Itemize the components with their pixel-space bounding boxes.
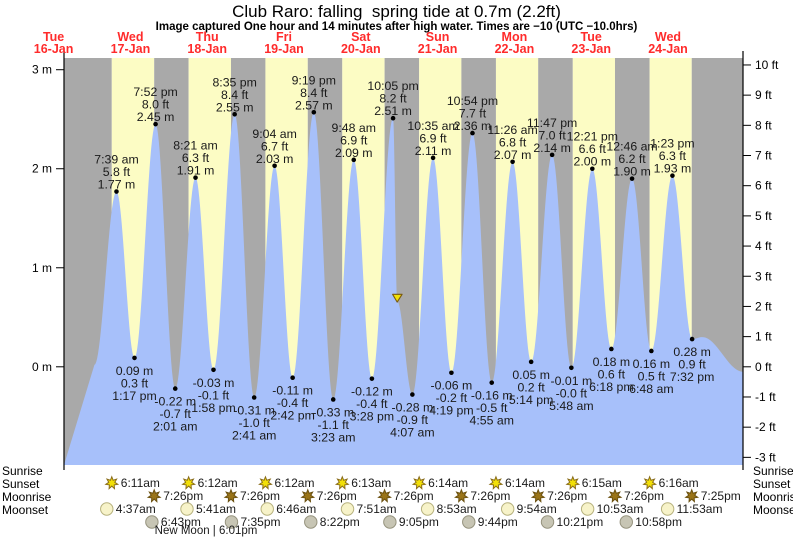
svg-text:7:32 pm: 7:32 pm — [670, 370, 714, 384]
svg-text:10:21pm: 10:21pm — [557, 515, 604, 529]
svg-text:6:14am: 6:14am — [505, 476, 545, 490]
svg-text:3:23 am: 3:23 am — [311, 430, 355, 444]
svg-text:0 ft: 0 ft — [755, 360, 772, 374]
svg-text:New Moon | 6:01pm: New Moon | 6:01pm — [155, 525, 258, 537]
svg-text:3 ft: 3 ft — [755, 269, 772, 283]
svg-text:4:37am: 4:37am — [116, 502, 156, 516]
svg-text:9:05pm: 9:05pm — [399, 515, 439, 529]
svg-text:7:26pm: 7:26pm — [470, 489, 510, 503]
svg-text:2.51 m: 2.51 m — [374, 104, 412, 118]
svg-text:8:53am: 8:53am — [437, 502, 477, 516]
svg-text:-3 ft: -3 ft — [755, 450, 776, 464]
svg-text:9:44pm: 9:44pm — [478, 515, 518, 529]
svg-text:19-Jan: 19-Jan — [264, 42, 304, 56]
svg-text:21-Jan: 21-Jan — [418, 42, 458, 56]
svg-text:1.93 m: 1.93 m — [654, 162, 692, 176]
svg-text:2 ft: 2 ft — [755, 299, 772, 313]
svg-text:5 ft: 5 ft — [755, 209, 772, 223]
svg-text:6:48 am: 6:48 am — [629, 382, 673, 396]
svg-text:3 m: 3 m — [32, 63, 52, 77]
svg-text:4:07 am: 4:07 am — [390, 426, 434, 440]
svg-text:7:25pm: 7:25pm — [701, 489, 741, 503]
svg-text:-2 ft: -2 ft — [755, 420, 776, 434]
svg-text:6 ft: 6 ft — [755, 179, 772, 193]
svg-text:2.45 m: 2.45 m — [137, 110, 175, 124]
svg-text:7 ft: 7 ft — [755, 149, 772, 163]
svg-text:10:53am: 10:53am — [597, 502, 644, 516]
svg-text:11:53am: 11:53am — [677, 502, 723, 516]
svg-text:7:26pm: 7:26pm — [547, 489, 587, 503]
svg-text:8:22pm: 8:22pm — [320, 515, 360, 529]
svg-text:1.91 m: 1.91 m — [177, 164, 215, 178]
svg-text:3:28 pm: 3:28 pm — [350, 410, 394, 424]
svg-text:2:41 am: 2:41 am — [232, 429, 276, 443]
svg-text:10 ft: 10 ft — [755, 58, 779, 72]
svg-text:6:13am: 6:13am — [351, 476, 391, 490]
svg-text:1.90 m: 1.90 m — [613, 165, 651, 179]
svg-text:1 ft: 1 ft — [755, 330, 772, 344]
svg-text:2:42 pm: 2:42 pm — [270, 409, 314, 423]
svg-text:7:26pm: 7:26pm — [317, 489, 357, 503]
svg-text:5:48 am: 5:48 am — [549, 399, 593, 413]
svg-text:5:41am: 5:41am — [196, 502, 236, 516]
svg-text:7:26pm: 7:26pm — [163, 489, 203, 503]
svg-text:1 m: 1 m — [32, 261, 52, 275]
svg-text:9:54am: 9:54am — [517, 502, 557, 516]
svg-text:5:14 pm: 5:14 pm — [509, 393, 553, 407]
svg-text:2.55 m: 2.55 m — [216, 100, 254, 114]
svg-text:0 m: 0 m — [32, 360, 52, 374]
svg-text:7:51am: 7:51am — [357, 502, 397, 516]
svg-text:2.07 m: 2.07 m — [494, 148, 532, 162]
svg-text:9 ft: 9 ft — [755, 88, 772, 102]
svg-text:4:55 am: 4:55 am — [470, 414, 514, 428]
svg-text:20-Jan: 20-Jan — [341, 42, 381, 56]
svg-text:2.57 m: 2.57 m — [295, 98, 333, 112]
svg-text:16-Jan: 16-Jan — [34, 42, 74, 56]
svg-text:1:58 pm: 1:58 pm — [191, 401, 235, 415]
svg-text:2.00 m: 2.00 m — [574, 155, 612, 169]
svg-text:2.14 m: 2.14 m — [533, 141, 571, 155]
svg-text:7:26pm: 7:26pm — [394, 489, 434, 503]
svg-text:1.77 m: 1.77 m — [98, 178, 136, 192]
svg-text:2.11 m: 2.11 m — [415, 144, 452, 158]
svg-text:6:12am: 6:12am — [198, 476, 238, 490]
svg-text:7:26pm: 7:26pm — [240, 489, 280, 503]
svg-text:2.03 m: 2.03 m — [256, 152, 294, 166]
svg-text:18-Jan: 18-Jan — [187, 42, 227, 56]
svg-text:24-Jan: 24-Jan — [648, 42, 688, 56]
svg-text:6:46am: 6:46am — [276, 502, 316, 516]
svg-text:10:58pm: 10:58pm — [635, 515, 682, 529]
svg-text:2.36 m: 2.36 m — [454, 119, 492, 133]
svg-text:23-Jan: 23-Jan — [571, 42, 611, 56]
svg-text:22-Jan: 22-Jan — [495, 42, 535, 56]
svg-text:6:16am: 6:16am — [659, 476, 699, 490]
svg-text:8 ft: 8 ft — [755, 118, 772, 132]
svg-text:6:12am: 6:12am — [274, 476, 314, 490]
svg-text:4:19 pm: 4:19 pm — [429, 404, 473, 418]
svg-text:6:18 pm: 6:18 pm — [589, 380, 633, 394]
svg-text:17-Jan: 17-Jan — [111, 42, 151, 56]
svg-text:2:01 am: 2:01 am — [153, 420, 197, 434]
svg-text:4 ft: 4 ft — [755, 239, 772, 253]
svg-text:7:26pm: 7:26pm — [624, 489, 664, 503]
svg-text:6:15am: 6:15am — [582, 476, 622, 490]
svg-text:6:11am: 6:11am — [121, 476, 160, 490]
svg-text:2.09 m: 2.09 m — [335, 146, 373, 160]
svg-text:6:14am: 6:14am — [428, 476, 468, 490]
svg-text:2 m: 2 m — [32, 162, 52, 176]
svg-text:-1 ft: -1 ft — [755, 390, 776, 404]
svg-text:1:17 pm: 1:17 pm — [112, 389, 156, 403]
